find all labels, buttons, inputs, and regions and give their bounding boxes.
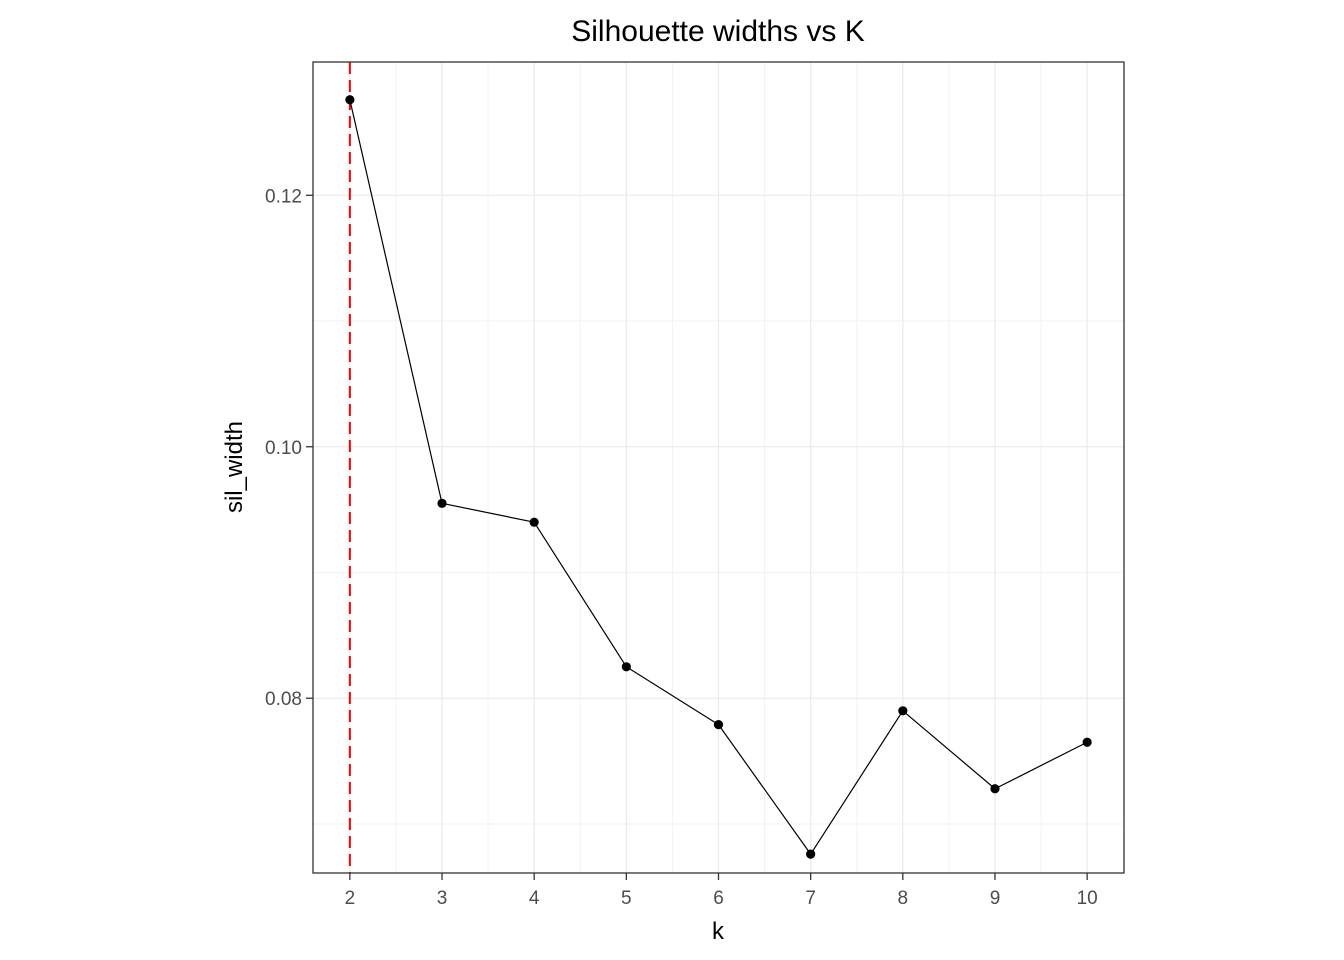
x-tick-label: 2 [345, 888, 356, 909]
x-tick-label: 7 [805, 888, 816, 909]
series-layer [345, 95, 1092, 859]
data-point [621, 662, 631, 672]
data-point [990, 784, 1000, 794]
y-tick-label: 0.12 [265, 186, 302, 207]
x-tick-label: 4 [529, 888, 540, 909]
y-tick-label: 0.10 [265, 438, 302, 459]
data-point [806, 849, 816, 859]
data-point [1082, 737, 1092, 747]
x-tick-label: 6 [713, 888, 724, 909]
data-point [529, 517, 539, 527]
x-tick-label: 5 [621, 888, 632, 909]
y-axis-label: sil_width [221, 421, 248, 513]
data-point [345, 95, 355, 105]
x-tick-label: 10 [1077, 888, 1098, 909]
chart-title: Silhouette widths vs K [571, 15, 864, 48]
data-point [898, 706, 908, 716]
x-tick-label: 3 [437, 888, 448, 909]
x-axis-label: k [712, 918, 725, 945]
y-tick-label: 0.08 [265, 689, 302, 710]
axis-ticks: 2 3 4 5 6 7 8 9 10 0.08 0.10 0.12 [265, 186, 1098, 909]
data-point [437, 498, 447, 508]
x-tick-label: 8 [898, 888, 909, 909]
x-tick-label: 9 [990, 888, 1001, 909]
data-point [713, 720, 724, 730]
